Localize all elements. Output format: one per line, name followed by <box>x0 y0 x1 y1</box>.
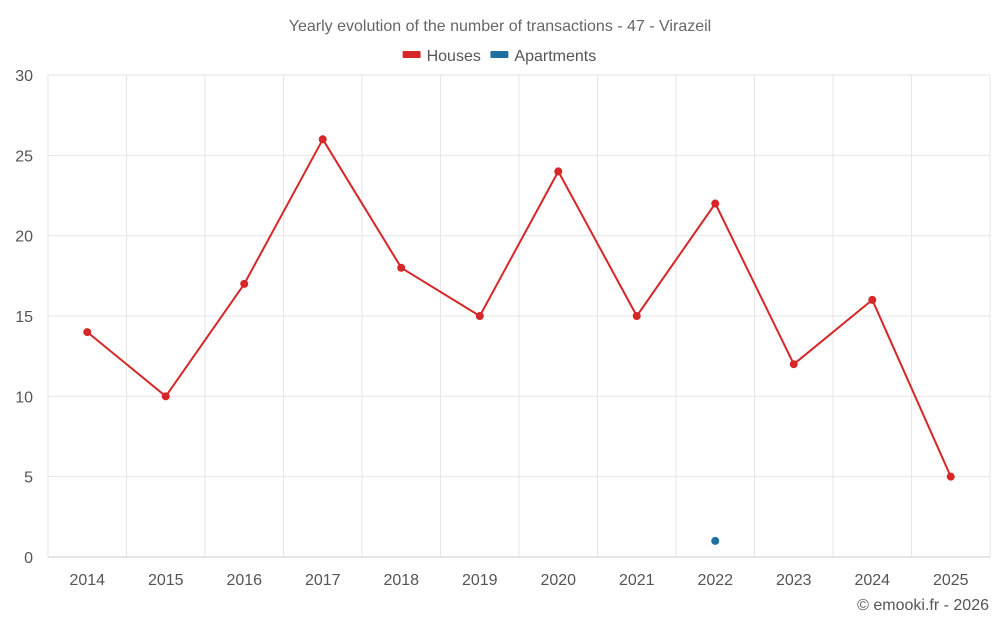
x-tick-label: 2021 <box>619 572 655 589</box>
legend-label: Apartments <box>514 48 596 65</box>
y-tick-label: 30 <box>15 68 33 85</box>
data-point-houses[interactable] <box>711 199 720 208</box>
data-point-houses[interactable] <box>318 135 327 144</box>
x-tick-label: 2025 <box>933 572 969 589</box>
legend-swatch <box>402 51 421 58</box>
data-point-houses[interactable] <box>554 167 563 176</box>
y-tick-label: 0 <box>24 550 33 567</box>
y-tick-label: 5 <box>24 470 33 487</box>
chart-title: Yearly evolution of the number of transa… <box>289 18 711 35</box>
legend: Houses Apartments <box>402 48 596 65</box>
x-tick-label: 2023 <box>776 572 812 589</box>
legend-item-houses[interactable]: Houses <box>402 48 481 65</box>
data-point-houses[interactable] <box>475 312 484 320</box>
y-tick-label: 20 <box>15 229 33 246</box>
y-tick-label: 10 <box>15 389 33 406</box>
legend-item-apartments[interactable]: Apartments <box>490 48 596 65</box>
y-tick-label: 25 <box>15 148 33 165</box>
x-tick-label: 2016 <box>226 572 262 589</box>
data-point-houses[interactable] <box>161 392 170 401</box>
grid <box>47 74 991 558</box>
data-point-houses[interactable] <box>632 312 641 320</box>
x-tick-label: 2024 <box>854 572 890 589</box>
x-tick-label: 2020 <box>540 572 576 589</box>
x-tick-label: 2018 <box>383 572 419 589</box>
series-group <box>83 135 955 545</box>
x-tick-label: 2014 <box>69 572 105 589</box>
x-tick-label: 2015 <box>148 572 184 589</box>
data-point-apartments[interactable] <box>711 536 720 545</box>
data-point-houses[interactable] <box>946 472 955 481</box>
series-line-houses <box>86 138 952 478</box>
x-axis: 2014 2015 2016 2017 2018 2019 2020 2021 2022 2023… <box>69 572 968 589</box>
y-axis: 0 5 10 15 20 25 30 <box>15 68 33 567</box>
legend-swatch <box>490 51 509 58</box>
legend-label: Houses <box>427 48 481 65</box>
data-point-houses[interactable] <box>868 295 877 304</box>
credit-text: © emooki.fr - 2026 <box>857 597 989 614</box>
x-tick-label: 2019 <box>462 572 498 589</box>
y-tick-label: 15 <box>15 309 33 326</box>
x-tick-label: 2022 <box>697 572 733 589</box>
data-point-houses[interactable] <box>83 328 92 337</box>
data-point-houses[interactable] <box>240 279 249 288</box>
data-point-houses[interactable] <box>789 360 798 369</box>
data-point-houses[interactable] <box>397 263 406 272</box>
x-tick-label: 2017 <box>305 572 341 589</box>
